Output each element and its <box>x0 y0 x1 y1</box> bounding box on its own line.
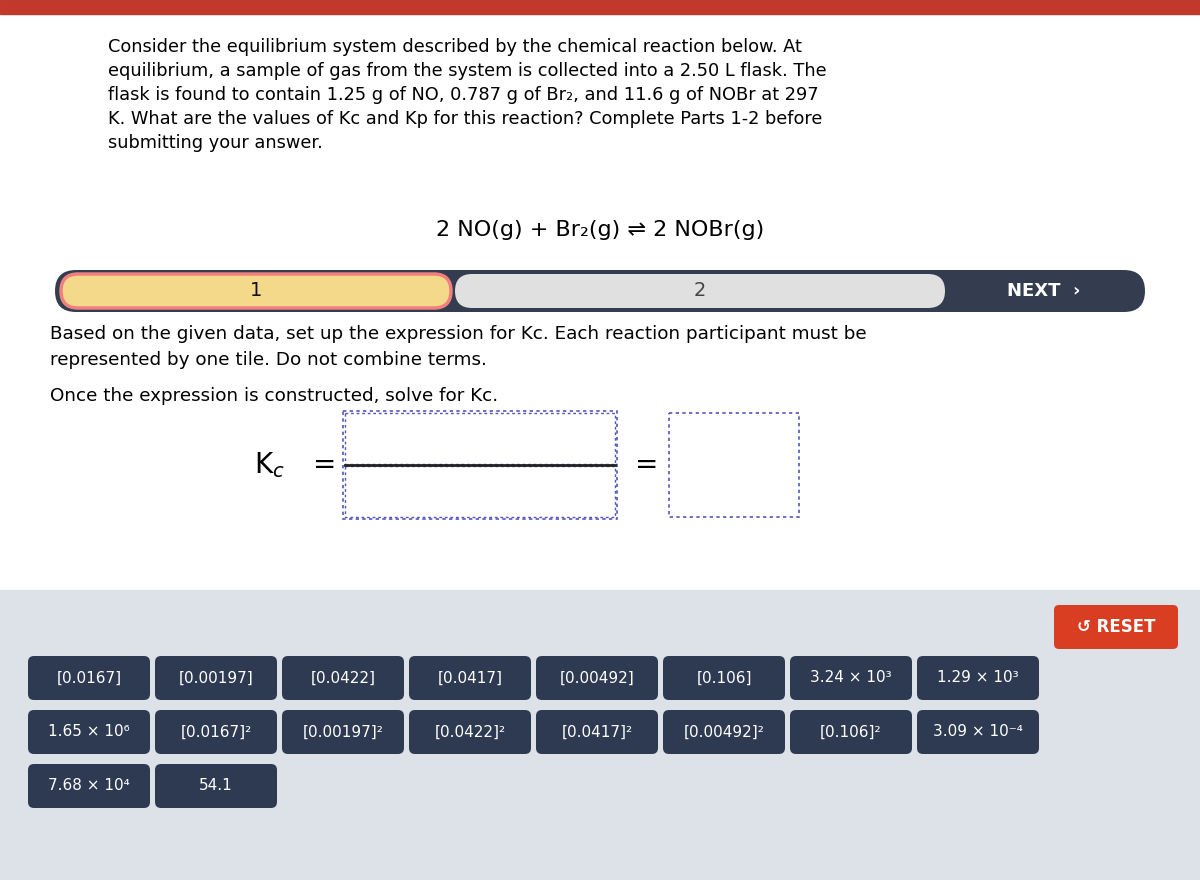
Text: 1.65 × 10⁶: 1.65 × 10⁶ <box>48 724 130 739</box>
Text: =: = <box>313 451 337 479</box>
Text: 3.24 × 10³: 3.24 × 10³ <box>810 671 892 686</box>
Text: Consider the equilibrium system described by the chemical reaction below. At: Consider the equilibrium system describe… <box>108 38 802 56</box>
FancyBboxPatch shape <box>790 710 912 754</box>
Text: 1.29 × 10³: 1.29 × 10³ <box>937 671 1019 686</box>
FancyBboxPatch shape <box>409 656 530 700</box>
FancyBboxPatch shape <box>282 710 404 754</box>
Text: 54.1: 54.1 <box>199 779 233 794</box>
FancyBboxPatch shape <box>790 656 912 700</box>
Text: represented by one tile. Do not combine terms.: represented by one tile. Do not combine … <box>50 351 487 369</box>
FancyBboxPatch shape <box>155 656 277 700</box>
Text: [0.0167]: [0.0167] <box>56 671 121 686</box>
FancyBboxPatch shape <box>282 656 404 700</box>
Text: equilibrium, a sample of gas from the system is collected into a 2.50 L flask. T: equilibrium, a sample of gas from the sy… <box>108 62 827 80</box>
Text: 1: 1 <box>250 282 262 300</box>
Text: K$_c$: K$_c$ <box>254 450 286 480</box>
FancyBboxPatch shape <box>536 656 658 700</box>
Text: [0.00492]: [0.00492] <box>559 671 635 686</box>
Text: [0.0167]²: [0.0167]² <box>180 724 252 739</box>
FancyBboxPatch shape <box>155 764 277 808</box>
FancyBboxPatch shape <box>343 411 617 519</box>
Text: 7.68 × 10⁴: 7.68 × 10⁴ <box>48 779 130 794</box>
Text: [0.0417]: [0.0417] <box>438 671 503 686</box>
FancyBboxPatch shape <box>346 413 616 464</box>
FancyBboxPatch shape <box>28 764 150 808</box>
Text: flask is found to contain 1.25 g of NO, 0.787 g of Br₂, and 11.6 g of NOBr at 29: flask is found to contain 1.25 g of NO, … <box>108 86 818 104</box>
FancyBboxPatch shape <box>917 710 1039 754</box>
Text: [0.0422]²: [0.0422]² <box>434 724 505 739</box>
FancyBboxPatch shape <box>28 656 150 700</box>
Text: Based on the given data, set up the expression for Kc. Each reaction participant: Based on the given data, set up the expr… <box>50 325 866 343</box>
FancyBboxPatch shape <box>28 710 150 754</box>
Text: [0.0422]: [0.0422] <box>311 671 376 686</box>
FancyBboxPatch shape <box>670 413 799 517</box>
Text: [0.00492]²: [0.00492]² <box>684 724 764 739</box>
FancyBboxPatch shape <box>61 274 451 308</box>
Text: [0.00197]: [0.00197] <box>179 671 253 686</box>
FancyBboxPatch shape <box>917 656 1039 700</box>
Text: [0.00197]²: [0.00197]² <box>302 724 384 739</box>
Bar <box>0 0 1200 14</box>
Text: 3.09 × 10⁻⁴: 3.09 × 10⁻⁴ <box>934 724 1022 739</box>
FancyBboxPatch shape <box>1054 605 1178 649</box>
Text: =: = <box>635 451 659 479</box>
Text: K. What are the values of Kc and Kp for this reaction? Complete Parts 1-2 before: K. What are the values of Kc and Kp for … <box>108 110 822 128</box>
FancyBboxPatch shape <box>536 710 658 754</box>
Text: ↺ RESET: ↺ RESET <box>1076 618 1156 636</box>
Bar <box>0 590 1200 880</box>
FancyBboxPatch shape <box>662 656 785 700</box>
FancyBboxPatch shape <box>662 710 785 754</box>
FancyBboxPatch shape <box>55 270 1145 312</box>
Text: NEXT  ›: NEXT › <box>1007 282 1081 300</box>
Text: submitting your answer.: submitting your answer. <box>108 134 323 152</box>
Text: Once the expression is constructed, solve for Kc.: Once the expression is constructed, solv… <box>50 387 498 405</box>
FancyBboxPatch shape <box>409 710 530 754</box>
FancyBboxPatch shape <box>155 710 277 754</box>
FancyBboxPatch shape <box>346 466 616 517</box>
FancyBboxPatch shape <box>455 274 946 308</box>
Text: 2: 2 <box>694 282 706 300</box>
Text: [0.0417]²: [0.0417]² <box>562 724 632 739</box>
Text: [0.106]: [0.106] <box>696 671 751 686</box>
Text: [0.106]²: [0.106]² <box>820 724 882 739</box>
Text: 2 NO(g) + Br₂(g) ⇌ 2 NOBr(g): 2 NO(g) + Br₂(g) ⇌ 2 NOBr(g) <box>436 220 764 240</box>
